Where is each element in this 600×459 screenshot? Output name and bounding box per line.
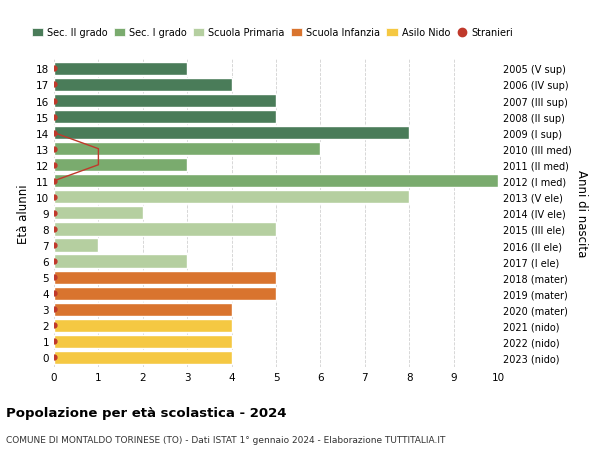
Bar [54,95,276,108]
Bar [54,271,276,284]
Bar [54,207,143,220]
Bar [54,239,98,252]
Bar [54,351,232,364]
Bar [54,127,409,140]
Text: COMUNE DI MONTALDO TORINESE (TO) - Dati ISTAT 1° gennaio 2024 - Elaborazione TUT: COMUNE DI MONTALDO TORINESE (TO) - Dati … [6,435,445,444]
Y-axis label: Età alunni: Età alunni [17,184,31,243]
Bar [54,175,498,188]
Bar [54,255,187,268]
Legend: Sec. II grado, Sec. I grado, Scuola Primaria, Scuola Infanzia, Asilo Nido, Stran: Sec. II grado, Sec. I grado, Scuola Prim… [28,24,517,42]
Bar [54,111,276,124]
Bar [54,143,320,156]
Bar [54,159,187,172]
Bar [54,63,187,76]
Bar [54,223,276,236]
Text: Popolazione per età scolastica - 2024: Popolazione per età scolastica - 2024 [6,406,287,419]
Y-axis label: Anni di nascita: Anni di nascita [575,170,588,257]
Bar [54,191,409,204]
Bar [54,319,232,332]
Bar [54,287,276,300]
Bar [54,79,232,92]
Bar [54,335,232,348]
Bar [54,303,232,316]
